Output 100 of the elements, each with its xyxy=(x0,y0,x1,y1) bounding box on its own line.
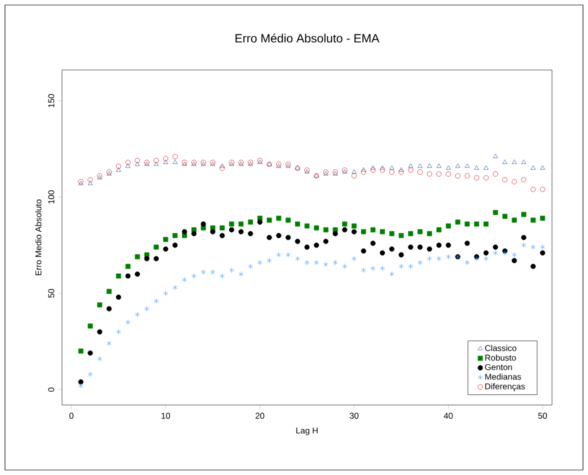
point xyxy=(530,264,536,269)
point xyxy=(314,225,319,230)
point xyxy=(182,229,188,234)
point xyxy=(163,246,168,252)
point xyxy=(408,163,414,168)
point xyxy=(294,238,300,244)
point xyxy=(512,218,517,223)
point xyxy=(464,163,470,168)
point xyxy=(398,167,404,172)
point xyxy=(266,234,272,240)
point xyxy=(97,329,102,334)
point xyxy=(474,175,480,180)
point xyxy=(210,229,216,234)
point xyxy=(266,258,272,264)
point xyxy=(483,175,489,180)
point xyxy=(417,244,423,250)
point xyxy=(257,260,262,266)
point xyxy=(97,302,102,308)
point xyxy=(492,210,498,215)
point xyxy=(295,256,300,262)
point xyxy=(304,260,310,266)
point xyxy=(389,246,394,252)
point xyxy=(502,214,508,219)
point xyxy=(163,290,168,296)
x-tick-label: 0 xyxy=(69,412,74,419)
point xyxy=(106,306,112,312)
point xyxy=(154,244,159,250)
point xyxy=(464,222,470,227)
legend-label: Diferenças xyxy=(485,383,525,392)
point xyxy=(88,371,93,377)
point xyxy=(200,221,206,227)
x-tick-label: 30 xyxy=(350,412,358,419)
point xyxy=(484,222,489,227)
point xyxy=(474,222,480,227)
point xyxy=(360,169,366,175)
point xyxy=(418,260,423,266)
point xyxy=(418,163,423,168)
point xyxy=(257,220,262,225)
y-tick-label: 100 xyxy=(48,190,54,204)
point xyxy=(352,173,357,178)
point xyxy=(436,163,442,168)
point xyxy=(295,222,300,227)
point xyxy=(134,254,140,260)
point xyxy=(266,218,272,223)
point xyxy=(492,244,498,250)
point xyxy=(389,165,394,170)
point xyxy=(512,160,517,164)
point xyxy=(352,229,357,234)
point xyxy=(220,166,225,171)
legend-label: Robusto xyxy=(485,354,516,361)
point xyxy=(408,244,414,250)
point xyxy=(342,227,348,232)
point xyxy=(426,246,432,252)
point xyxy=(361,229,366,234)
point xyxy=(455,173,460,178)
point xyxy=(492,171,498,177)
point xyxy=(426,171,432,177)
point xyxy=(342,264,348,270)
point xyxy=(134,162,140,166)
y-axis-title: Erro Medio Absoluto xyxy=(35,200,42,276)
point xyxy=(370,227,376,232)
point xyxy=(417,169,423,175)
point xyxy=(370,266,376,272)
point xyxy=(493,250,498,256)
point xyxy=(540,244,546,250)
point xyxy=(323,238,328,244)
legend-label: Medianas xyxy=(485,374,522,380)
point xyxy=(398,252,404,258)
point xyxy=(163,156,168,162)
point xyxy=(172,154,178,160)
point xyxy=(248,264,253,270)
point xyxy=(418,229,423,234)
point xyxy=(483,250,489,256)
x-tick-label: 20 xyxy=(256,412,264,419)
point xyxy=(116,164,122,169)
point xyxy=(474,165,480,170)
point xyxy=(172,242,178,248)
point xyxy=(389,271,394,277)
point xyxy=(191,231,197,236)
point xyxy=(352,256,357,262)
point xyxy=(134,271,140,277)
point xyxy=(248,231,254,236)
point xyxy=(389,169,394,175)
point xyxy=(512,179,517,184)
point xyxy=(191,273,196,279)
point xyxy=(323,262,328,268)
point xyxy=(446,171,451,177)
point xyxy=(436,242,442,248)
point xyxy=(455,220,460,225)
point xyxy=(380,168,385,173)
x-tick-label: 50 xyxy=(538,412,547,419)
point xyxy=(464,173,470,178)
point xyxy=(154,256,159,262)
point xyxy=(78,348,84,354)
x-tick-label: 40 xyxy=(444,412,453,419)
point xyxy=(229,227,234,232)
point xyxy=(314,242,320,248)
point xyxy=(370,240,376,246)
point xyxy=(540,186,546,192)
point xyxy=(125,264,130,269)
